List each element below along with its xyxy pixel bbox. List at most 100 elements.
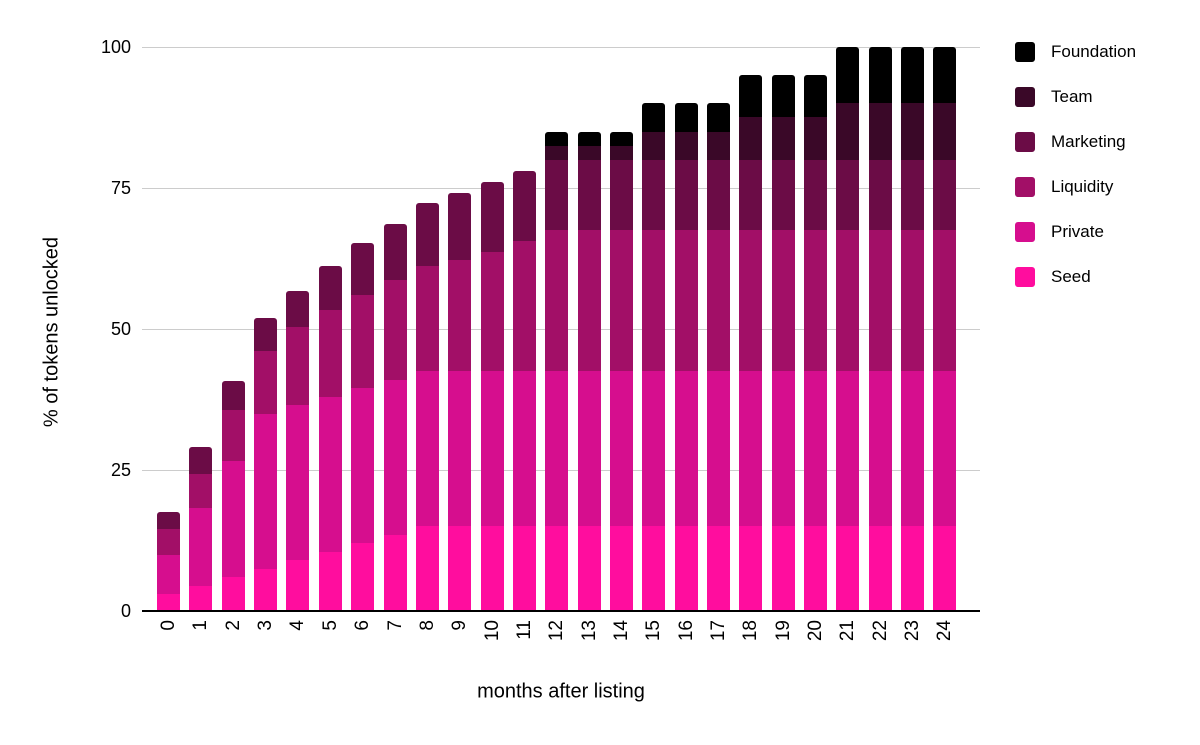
bar-segment-marketing-month-6[interactable]: [351, 242, 375, 295]
bar-segment-marketing-month-19[interactable]: [771, 159, 795, 231]
bar-segment-team-month-13[interactable]: [577, 145, 601, 160]
bar-month-10[interactable]: [480, 181, 504, 611]
bar-month-9[interactable]: [448, 192, 472, 612]
bar-segment-liquidity-month-0[interactable]: [157, 529, 180, 556]
bar-segment-private-month-23[interactable]: [901, 371, 925, 527]
bar-segment-liquidity-month-10[interactable]: [480, 252, 504, 372]
bar-segment-liquidity-month-13[interactable]: [577, 230, 601, 372]
bar-segment-seed-month-19[interactable]: [771, 526, 795, 611]
bar-month-3[interactable]: [254, 318, 278, 611]
bar-month-2[interactable]: [221, 380, 245, 611]
bar-segment-liquidity-month-19[interactable]: [771, 230, 795, 372]
bar-segment-liquidity-month-18[interactable]: [739, 230, 763, 372]
bar-segment-marketing-month-0[interactable]: [157, 511, 180, 530]
bar-segment-marketing-month-1[interactable]: [189, 447, 213, 475]
bar-segment-marketing-month-16[interactable]: [674, 159, 698, 231]
bar-segment-team-month-16[interactable]: [674, 131, 698, 160]
bar-segment-seed-month-15[interactable]: [642, 526, 666, 611]
bar-segment-team-month-19[interactable]: [771, 117, 795, 160]
bar-segment-private-month-7[interactable]: [383, 379, 407, 535]
bar-segment-liquidity-month-24[interactable]: [933, 230, 957, 372]
bar-segment-private-month-13[interactable]: [577, 371, 601, 527]
bar-segment-foundation-month-19[interactable]: [771, 75, 795, 118]
bar-segment-seed-month-4[interactable]: [286, 560, 310, 611]
bar-month-11[interactable]: [512, 170, 536, 612]
bar-segment-private-month-14[interactable]: [609, 371, 633, 527]
bar-segment-private-month-22[interactable]: [868, 371, 892, 527]
bar-segment-liquidity-month-8[interactable]: [415, 265, 439, 372]
bar-segment-private-month-21[interactable]: [836, 371, 860, 527]
bar-month-8[interactable]: [415, 203, 439, 611]
bar-segment-team-month-20[interactable]: [804, 117, 827, 160]
bar-segment-marketing-month-24[interactable]: [933, 159, 957, 231]
bar-segment-private-month-1[interactable]: [189, 507, 213, 586]
bar-segment-marketing-month-9[interactable]: [448, 192, 472, 260]
bar-segment-private-month-5[interactable]: [318, 396, 342, 552]
bar-segment-seed-month-22[interactable]: [868, 526, 892, 611]
bar-segment-liquidity-month-1[interactable]: [189, 474, 213, 508]
bar-segment-private-month-3[interactable]: [254, 413, 278, 569]
bar-segment-seed-month-2[interactable]: [221, 577, 245, 611]
bar-segment-seed-month-20[interactable]: [804, 526, 827, 611]
bar-segment-liquidity-month-4[interactable]: [286, 327, 310, 406]
bar-segment-marketing-month-18[interactable]: [739, 159, 763, 231]
bar-segment-marketing-month-22[interactable]: [868, 159, 892, 231]
bar-segment-private-month-2[interactable]: [221, 460, 245, 578]
bar-segment-marketing-month-2[interactable]: [221, 380, 245, 411]
bar-segment-marketing-month-10[interactable]: [480, 181, 504, 253]
bar-segment-seed-month-23[interactable]: [901, 526, 925, 611]
bar-segment-seed-month-1[interactable]: [189, 585, 213, 611]
bar-segment-marketing-month-20[interactable]: [804, 159, 827, 231]
bar-segment-foundation-month-15[interactable]: [642, 103, 666, 132]
bar-segment-liquidity-month-20[interactable]: [804, 230, 827, 372]
bar-segment-liquidity-month-23[interactable]: [901, 230, 925, 372]
bar-segment-liquidity-month-16[interactable]: [674, 230, 698, 372]
bar-segment-seed-month-24[interactable]: [933, 526, 957, 611]
bar-month-14[interactable]: [609, 131, 633, 611]
bar-segment-seed-month-18[interactable]: [739, 526, 763, 611]
bar-segment-private-month-16[interactable]: [674, 371, 698, 527]
bar-segment-marketing-month-14[interactable]: [609, 159, 633, 231]
bar-segment-team-month-24[interactable]: [933, 103, 957, 160]
bar-segment-marketing-month-11[interactable]: [512, 170, 536, 241]
bar-segment-foundation-month-24[interactable]: [933, 47, 957, 104]
bar-segment-foundation-month-22[interactable]: [868, 47, 892, 104]
bar-month-21[interactable]: [836, 47, 860, 611]
bar-month-5[interactable]: [318, 265, 342, 611]
bar-segment-private-month-4[interactable]: [286, 405, 310, 561]
bar-segment-marketing-month-21[interactable]: [836, 159, 860, 231]
bar-segment-private-month-11[interactable]: [512, 371, 536, 527]
bar-segment-liquidity-month-7[interactable]: [383, 279, 407, 380]
bar-segment-private-month-20[interactable]: [804, 371, 827, 527]
bar-segment-seed-month-12[interactable]: [545, 526, 569, 611]
bar-segment-liquidity-month-17[interactable]: [707, 230, 730, 372]
bar-segment-liquidity-month-11[interactable]: [512, 241, 536, 372]
bar-segment-foundation-month-14[interactable]: [609, 131, 633, 146]
bar-segment-marketing-month-13[interactable]: [577, 159, 601, 231]
bar-segment-liquidity-month-15[interactable]: [642, 230, 666, 372]
bar-segment-seed-month-21[interactable]: [836, 526, 860, 611]
bar-segment-liquidity-month-2[interactable]: [221, 410, 245, 461]
bar-segment-liquidity-month-14[interactable]: [609, 230, 633, 372]
bar-segment-foundation-month-16[interactable]: [674, 103, 698, 132]
bar-month-4[interactable]: [286, 291, 310, 611]
bar-segment-foundation-month-21[interactable]: [836, 47, 860, 104]
bar-segment-foundation-month-20[interactable]: [804, 75, 827, 118]
bar-segment-marketing-month-23[interactable]: [901, 159, 925, 231]
bar-segment-private-month-8[interactable]: [415, 371, 439, 527]
bar-segment-marketing-month-17[interactable]: [707, 159, 730, 231]
bar-month-1[interactable]: [189, 447, 213, 611]
bar-segment-liquidity-month-9[interactable]: [448, 259, 472, 372]
bar-segment-team-month-15[interactable]: [642, 131, 666, 160]
bar-month-12[interactable]: [545, 131, 569, 611]
bar-segment-liquidity-month-6[interactable]: [351, 294, 375, 389]
bar-segment-team-month-18[interactable]: [739, 117, 763, 160]
bar-segment-seed-month-17[interactable]: [707, 526, 730, 611]
bar-segment-team-month-23[interactable]: [901, 103, 925, 160]
bar-segment-private-month-18[interactable]: [739, 371, 763, 527]
bar-segment-seed-month-14[interactable]: [609, 526, 633, 611]
bar-segment-foundation-month-18[interactable]: [739, 75, 763, 118]
bar-segment-seed-month-5[interactable]: [318, 551, 342, 611]
bar-segment-seed-month-16[interactable]: [674, 526, 698, 611]
bar-segment-private-month-9[interactable]: [448, 371, 472, 527]
